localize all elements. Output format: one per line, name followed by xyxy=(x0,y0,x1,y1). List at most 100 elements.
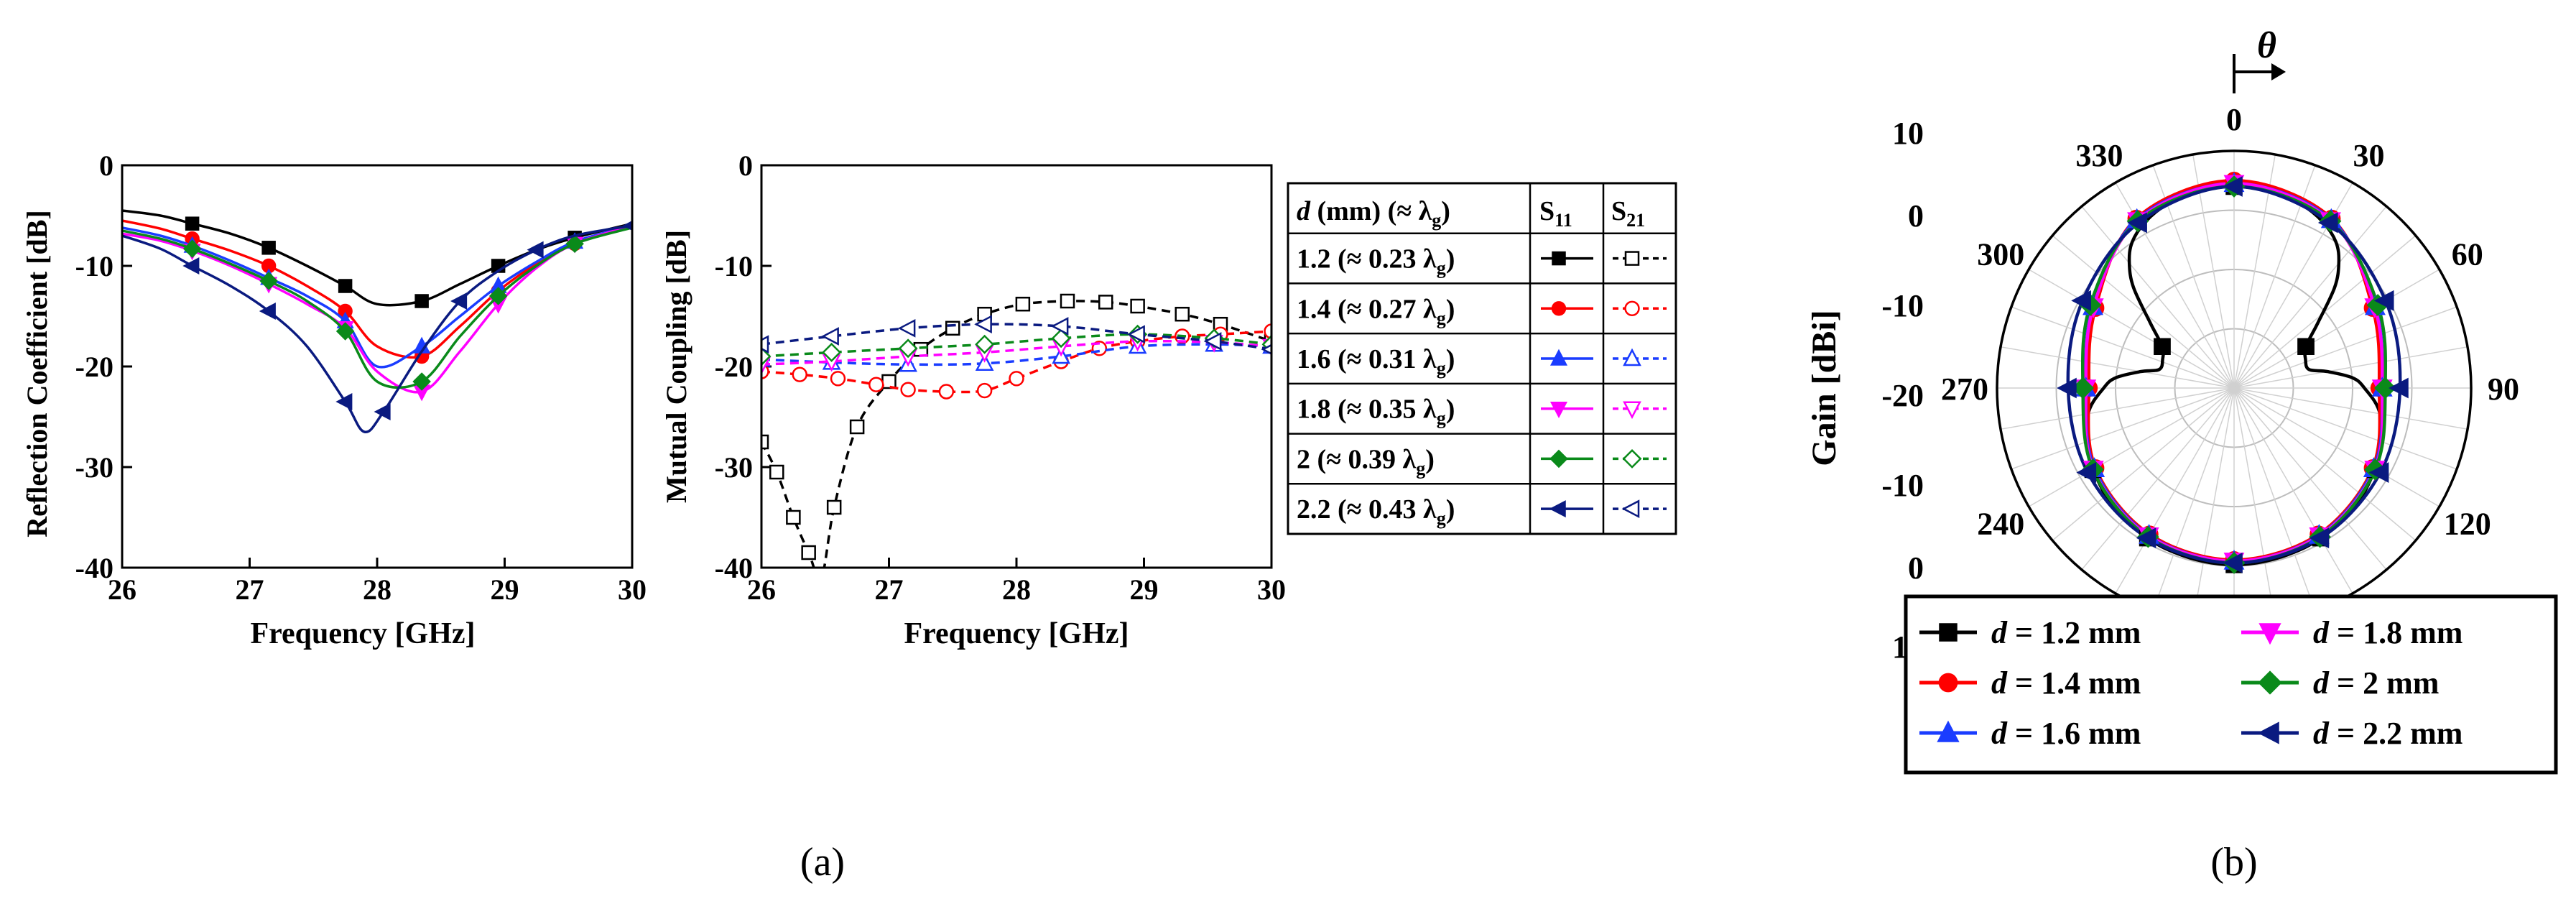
legend-table: d (mm) (≈ λg) S11 S21 1.2 (≈ 0.23 λg) 1.4… xyxy=(1287,182,1677,535)
chart2-xtick-label: 29 xyxy=(1130,573,1159,606)
legend-table-s21-marker xyxy=(1621,499,1640,519)
chart2-xtick-label: 28 xyxy=(1002,573,1031,606)
chart2-data-point xyxy=(898,338,918,359)
chart2-series-line-5 xyxy=(761,323,1271,351)
chart2-data-point xyxy=(974,315,992,334)
polar-legend-frame xyxy=(1904,594,2558,775)
polar-radial-tick-label: -20 xyxy=(1881,378,1924,413)
theta-label: θ xyxy=(2257,25,2276,66)
legend-table-s11-marker xyxy=(1552,251,1566,266)
theta-indicator-arrowhead xyxy=(2271,63,2286,80)
polar-grid-spoke xyxy=(2115,387,2235,594)
polar-legend-marker xyxy=(2258,623,2281,645)
polar-data-point xyxy=(2373,290,2394,311)
chart2-data-point xyxy=(900,382,916,397)
chart2-data-point xyxy=(945,320,960,336)
chart1-series-line-2 xyxy=(122,224,632,369)
chart1-data-point xyxy=(261,241,276,255)
chart1-data-point xyxy=(412,372,431,391)
polar-angle-label: 30 xyxy=(2353,138,2385,173)
legend-table-row-label: 1.8 (≈ 0.35 λg) xyxy=(1297,394,1455,429)
chart1-frame xyxy=(121,164,634,569)
chart2-data-point xyxy=(1050,317,1069,336)
polar-legend: d = 1.2 mm d = 1.4 mm d = 1.6 mm d = 1.8 mm… xyxy=(1904,594,2558,775)
polar-legend-label: d = 1.4 mm xyxy=(1991,665,2141,701)
polar-data-point xyxy=(2223,176,2243,197)
polar-data-point xyxy=(2223,552,2243,573)
legend-table-s11-marker xyxy=(1549,401,1568,419)
polar-legend-label: d = 2 mm xyxy=(2313,665,2439,701)
chart2-data-point xyxy=(801,545,816,560)
polar-angle-label: 300 xyxy=(1977,237,2024,272)
chart1-ytick-label: -30 xyxy=(75,451,113,484)
chart2-data-point xyxy=(761,346,772,366)
chart1-xtick-label: 30 xyxy=(618,573,647,606)
polar-angle-label: 60 xyxy=(2452,237,2483,272)
chart2-data-point xyxy=(821,327,839,346)
chart1-xtick-label: 28 xyxy=(363,573,392,606)
chart2-data-point xyxy=(1127,325,1145,344)
chart2-data-point xyxy=(1051,328,1071,349)
polar-grid-spoke xyxy=(2081,206,2235,389)
legend-table-s11-marker xyxy=(1551,301,1567,316)
legend-table-s21-marker xyxy=(1624,300,1640,316)
chart2-data-point xyxy=(938,384,955,400)
legend-table-header-s21: S21 xyxy=(1611,196,1645,231)
chart2-series-line-3 xyxy=(761,339,1271,366)
chart1-data-point xyxy=(335,322,355,341)
legend-table-header-d: d (mm) (≈ λg) xyxy=(1297,196,1450,231)
chart1-ytick-label: -40 xyxy=(75,552,113,584)
polar-data-point xyxy=(2317,212,2338,234)
polar-angle-label: 330 xyxy=(2076,138,2123,173)
legend-table-s11-marker xyxy=(1549,500,1566,518)
polar-legend-marker xyxy=(1938,673,1958,693)
chart1-xlabel: Frequency [GHz] xyxy=(251,617,476,650)
chart2-data-point xyxy=(976,382,993,399)
chart1-data-point xyxy=(335,392,353,411)
chart1-data-point xyxy=(374,402,391,421)
chart2-data-point xyxy=(822,342,842,362)
polar-angle-label: 120 xyxy=(2444,507,2491,542)
polar-grid-spoke xyxy=(2011,306,2235,389)
chart1-data-point xyxy=(259,272,278,290)
polar-grid-spoke xyxy=(2233,387,2468,430)
polar-angle-labels: 0 30 60 90 120 240 270 300 330 xyxy=(1941,102,2519,542)
polar-data-point xyxy=(2154,338,2171,355)
legend-table-s21-marker xyxy=(1623,348,1641,366)
polar-grid-spoke xyxy=(2028,269,2235,389)
chart2-ytick-label: 0 xyxy=(738,149,753,182)
chart1-ylabel: Reflection Coefficient [dB] xyxy=(21,210,53,537)
chart1-data-point xyxy=(182,239,202,258)
polar-legend-items: d = 1.2 mm d = 1.4 mm d = 1.6 mm d = 1.8 mm… xyxy=(1919,615,2463,751)
chart1-series-line-4 xyxy=(122,226,632,389)
chart1-data-point xyxy=(338,279,353,293)
chart1-ytick-label: 0 xyxy=(99,149,113,182)
polar-legend-label: d = 1.6 mm xyxy=(1991,716,2141,751)
chart2-data-point xyxy=(849,419,865,435)
theta-indicator: θ xyxy=(2233,25,2286,93)
chart1-data-point xyxy=(450,292,468,310)
chart1-ytick-label: -20 xyxy=(75,351,113,383)
reflection-coefficient-chart: Reflection Coefficient [dB] Frequency [G… xyxy=(21,149,647,650)
chart1-xtick-label: 27 xyxy=(236,573,264,606)
polar-radial-tick-label: -10 xyxy=(1881,288,1924,323)
polar-grid-spoke xyxy=(2233,387,2457,470)
chart2-data-point xyxy=(1009,371,1024,387)
polar-grid-spoke xyxy=(2233,306,2457,389)
legend-table-s21-marker xyxy=(1622,448,1642,469)
polar-grid-spoke xyxy=(2233,269,2440,389)
chart1-series-line-1 xyxy=(122,219,632,359)
polar-data-point xyxy=(2057,377,2077,399)
polar-grid-spoke xyxy=(2233,387,2353,594)
chart2-series-line-2 xyxy=(761,343,1271,366)
polar-grid-spoke xyxy=(2233,206,2387,389)
chart2-data-point xyxy=(1203,332,1222,351)
polar-angle-label: 90 xyxy=(2488,372,2519,407)
polar-data-point xyxy=(2136,527,2156,549)
chart1-data-point xyxy=(185,216,200,231)
chart2-data-point xyxy=(1264,323,1271,339)
chart2-xtick-label: 27 xyxy=(875,573,904,606)
polar-data-point xyxy=(2076,462,2097,483)
panel-label-b: (b) xyxy=(2210,840,2257,885)
